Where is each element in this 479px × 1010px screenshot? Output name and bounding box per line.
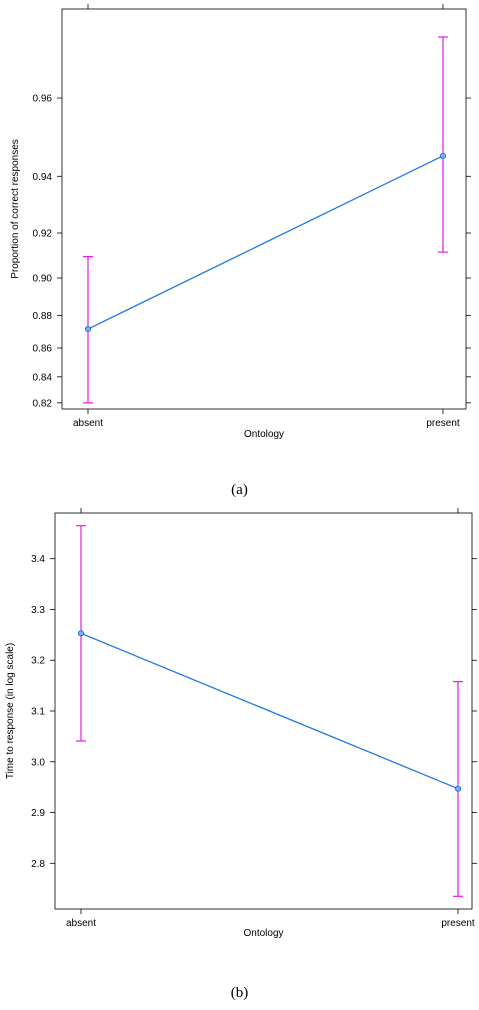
y-axis-label: Time to response (in log scale) (5, 643, 16, 779)
y-tick-label: 3.2 (31, 656, 45, 667)
y-tick-label: 0.90 (33, 273, 53, 284)
y-tick-label: 3.0 (31, 757, 45, 768)
x-tick-label: present (426, 418, 460, 429)
y-tick-label: 0.94 (33, 172, 53, 183)
x-axis-label: Ontology (243, 928, 283, 939)
y-tick-label: 3.4 (31, 554, 45, 565)
y-tick-label: 2.9 (31, 808, 45, 819)
y-tick-label: 0.82 (33, 398, 53, 409)
x-tick-label: absent (73, 418, 103, 429)
x-tick-label: absent (66, 918, 96, 929)
y-tick-label: 0.84 (33, 372, 53, 383)
y-tick-label: 0.92 (33, 229, 53, 240)
data-point (77, 630, 85, 637)
data-point (439, 152, 447, 159)
y-tick-label: 2.8 (31, 859, 45, 870)
data-point (84, 325, 92, 333)
y-tick-label: 0.88 (33, 311, 53, 322)
y-tick-label: 0.96 (33, 94, 53, 105)
panel-label: (b) (231, 985, 249, 1001)
chart-b: 2.8 2.9 3.0 3.1 3.2 3.3 3.4 absent present Ontolo… (5, 508, 477, 1001)
y-tick-label: 3.3 (31, 605, 45, 616)
y-axis-label: Proportion of correct responses (10, 139, 21, 279)
x-tick-label: present (441, 918, 475, 929)
plot-frame (54, 512, 473, 910)
x-axis-label: Ontology (244, 429, 284, 440)
chart-a: 0.82 0.84 0.86 0.88 0.90 0.92 0.94 0.96 absent pr… (10, 4, 471, 498)
panel-label: (a) (231, 482, 248, 498)
series-line (87, 155, 444, 330)
y-tick-label: 3.1 (31, 707, 45, 718)
data-point (454, 785, 462, 792)
y-tick-label: 0.86 (33, 344, 53, 355)
series-line (80, 632, 459, 790)
plot-frame (61, 8, 467, 410)
